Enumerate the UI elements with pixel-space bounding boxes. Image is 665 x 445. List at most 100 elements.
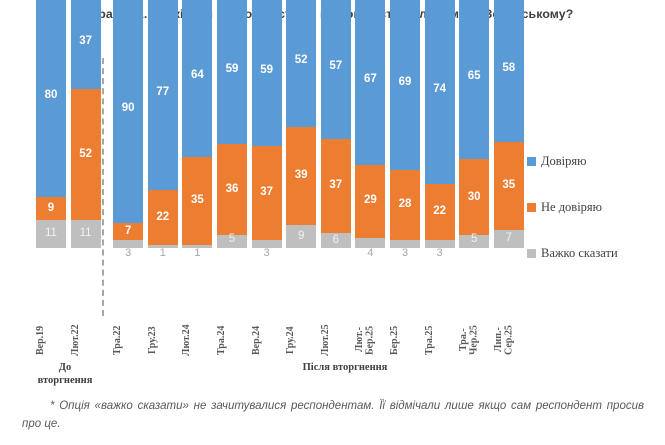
bar-segment-distrust[interactable]: 35 <box>493 141 524 231</box>
bar-segment-hard[interactable]: 5 <box>217 233 247 248</box>
bar-segment-hard[interactable]: 3 <box>390 240 420 258</box>
bar-column[interactable]: 58 35 7 <box>493 0 524 248</box>
bar-value-label: 7 <box>124 224 132 237</box>
x-axis-label: Гру.24 <box>285 326 297 354</box>
bar-segment-hard[interactable]: 3 <box>113 240 144 258</box>
bar-segment-hard[interactable]: 4 <box>355 237 386 258</box>
bar-value-label: 57 <box>329 60 343 73</box>
bar-column[interactable]: 69 28 3 <box>390 0 420 258</box>
bar-segment-distrust[interactable]: 30 <box>459 159 490 236</box>
bar-segment-trust[interactable]: 37 <box>70 0 101 89</box>
bar-column[interactable]: 65 30 5 <box>459 0 490 248</box>
bar-value-label: 59 <box>225 62 239 75</box>
bar-column[interactable]: 67 29 4 <box>355 0 386 258</box>
bar-segment-distrust[interactable]: 22 <box>147 189 178 246</box>
bar-segment-distrust[interactable]: 9 <box>36 197 66 221</box>
bar-segment-trust[interactable]: 90 <box>113 0 144 223</box>
bar-value-label: 74 <box>433 82 446 95</box>
bar-segment-hard[interactable]: 3 <box>424 240 455 258</box>
group-caption-before-invasion: До вторгнення <box>37 362 93 386</box>
x-axis-label: Тра.22 <box>112 325 124 355</box>
bar-column[interactable]: 59 37 3 <box>251 0 282 258</box>
bar-segment-trust[interactable]: 65 <box>459 0 490 160</box>
bar-value-label: 80 <box>44 89 58 102</box>
bar-column[interactable]: 74 22 3 <box>424 0 455 258</box>
bar-segment-distrust[interactable]: 35 <box>182 156 213 246</box>
bar-column[interactable]: 77 22 1 <box>147 0 178 258</box>
bar-segment-hard[interactable]: 9 <box>286 225 317 248</box>
bar-segment-hard[interactable]: 6 <box>320 232 351 248</box>
bar-value-label: 22 <box>156 210 170 223</box>
bar-segment-trust[interactable]: 58 <box>493 0 524 142</box>
bar-value-label: 37 <box>79 35 92 48</box>
bar-segment-trust[interactable]: 77 <box>147 0 178 190</box>
bar-segment-trust[interactable]: 52 <box>286 0 317 127</box>
x-axis-label: Вер.24 <box>250 325 262 355</box>
bar-column[interactable]: 64 35 1 <box>182 0 213 258</box>
bar-segment-distrust[interactable]: 29 <box>355 164 386 238</box>
bar-value-label: 67 <box>363 73 377 85</box>
bar-column[interactable]: 59 36 5 <box>217 0 247 248</box>
bar-value-label: 39 <box>294 169 308 182</box>
bar-segment-distrust[interactable]: 37 <box>320 139 351 233</box>
bar-value-label: 36 <box>225 183 239 196</box>
bar-value-label: 9 <box>297 229 305 242</box>
bar-segment-trust[interactable]: 67 <box>355 0 386 165</box>
bar-segment-trust[interactable]: 59 <box>217 0 247 145</box>
footnote: * Опція «важко сказати» не зачитувалися … <box>22 400 644 430</box>
legend-label: Довіряю <box>541 153 587 168</box>
x-axis-label: Лют.25 <box>319 324 331 356</box>
bar-value-label: 6 <box>332 233 339 246</box>
bar-value-label: 77 <box>156 85 170 98</box>
bar-segment-trust[interactable]: 59 <box>251 0 282 146</box>
bar-value-label: 59 <box>260 63 273 76</box>
bar-value-label: 5 <box>228 233 236 246</box>
bar-segment-hard[interactable]: 11 <box>36 220 66 248</box>
bar-value-label: 28 <box>398 198 412 211</box>
bar-value-label: 52 <box>79 147 92 160</box>
group-caption-after-invasion: Після вторгнення <box>302 362 388 373</box>
bar-column[interactable]: 37 52 11 <box>70 0 101 248</box>
bar-value-label: 3 <box>436 246 443 259</box>
bar-value-label: 30 <box>467 190 481 203</box>
bar-segment-hard[interactable]: 3 <box>251 240 282 258</box>
bar-column[interactable]: 52 39 9 <box>286 0 317 248</box>
bar-segment-distrust[interactable]: 28 <box>390 169 420 241</box>
bar-segment-distrust[interactable]: 7 <box>113 222 144 241</box>
bar-segment-hard[interactable]: 1 <box>147 245 178 258</box>
chart-legend: Довіряю Не довіряю Важко сказати <box>527 138 662 276</box>
legend-label: Важко сказати <box>541 245 618 260</box>
bar-value-label: 52 <box>294 54 308 67</box>
x-axis-label: Тра.25 <box>423 325 435 355</box>
bar-segment-hard[interactable]: 5 <box>459 234 490 248</box>
bar-segment-trust[interactable]: 69 <box>390 0 420 170</box>
bar-segment-trust[interactable]: 57 <box>320 0 351 140</box>
x-axis-label: Лип.- Сер.25 <box>492 325 515 355</box>
bar-segment-distrust[interactable]: 22 <box>424 184 455 241</box>
bar-segment-distrust[interactable]: 37 <box>251 145 282 241</box>
bar-segment-trust[interactable]: 64 <box>182 0 213 157</box>
period-divider-line <box>102 58 105 316</box>
x-axis-label: Тра.24 <box>216 325 227 355</box>
bar-segment-distrust[interactable]: 36 <box>217 144 247 236</box>
bar-segment-hard[interactable]: 11 <box>70 220 101 248</box>
bar-segment-trust[interactable]: 80 <box>36 0 66 198</box>
bar-value-label: 3 <box>401 246 409 259</box>
bar-segment-distrust[interactable]: 39 <box>286 126 317 226</box>
legend-item-distrust[interactable]: Не довіряю <box>527 184 662 230</box>
chart-plot-area: 80 9 11 Вер.19 37 52 11 Лют.22 90 7 3 Тра.22 77 22 1 Гр… <box>35 0 524 386</box>
bar-segment-distrust[interactable]: 52 <box>70 88 101 221</box>
bar-segment-hard[interactable]: 7 <box>493 230 524 248</box>
bar-column[interactable]: 90 7 3 <box>113 0 144 258</box>
bar-value-label: 37 <box>329 179 343 192</box>
bar-segment-hard[interactable]: 1 <box>182 245 213 258</box>
bar-value-label: 58 <box>502 61 516 74</box>
bar-value-label: 35 <box>190 194 204 207</box>
x-axis-label: Гру.23 <box>146 326 158 354</box>
bar-segment-trust[interactable]: 74 <box>424 0 455 185</box>
bar-column[interactable]: 80 9 11 <box>36 0 66 248</box>
bar-column[interactable]: 57 37 6 <box>320 0 351 248</box>
bar-value-label: 35 <box>502 179 516 192</box>
legend-item-trust[interactable]: Довіряю <box>527 138 662 184</box>
legend-item-hard[interactable]: Важко сказати <box>527 230 662 276</box>
